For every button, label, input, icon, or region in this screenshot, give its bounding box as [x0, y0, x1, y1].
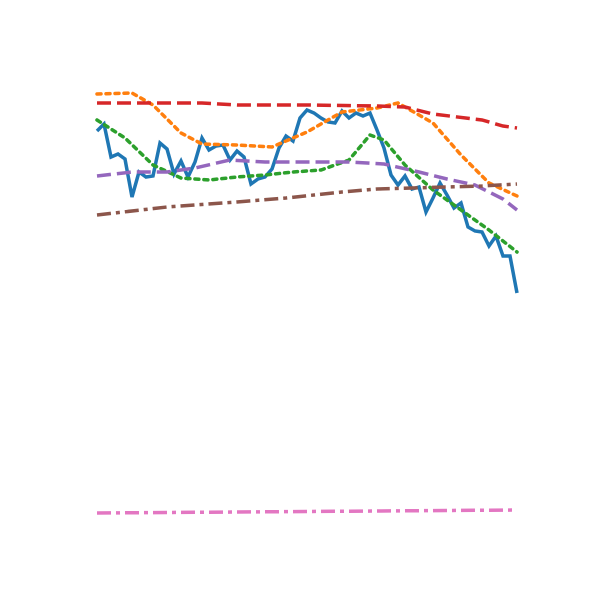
data-line [96, 508, 518, 515]
data-line [95, 118, 519, 254]
data-line [97, 101, 518, 130]
data-line [95, 107, 519, 294]
data-line [96, 182, 518, 217]
data-line [96, 158, 519, 212]
data-line [95, 91, 519, 198]
